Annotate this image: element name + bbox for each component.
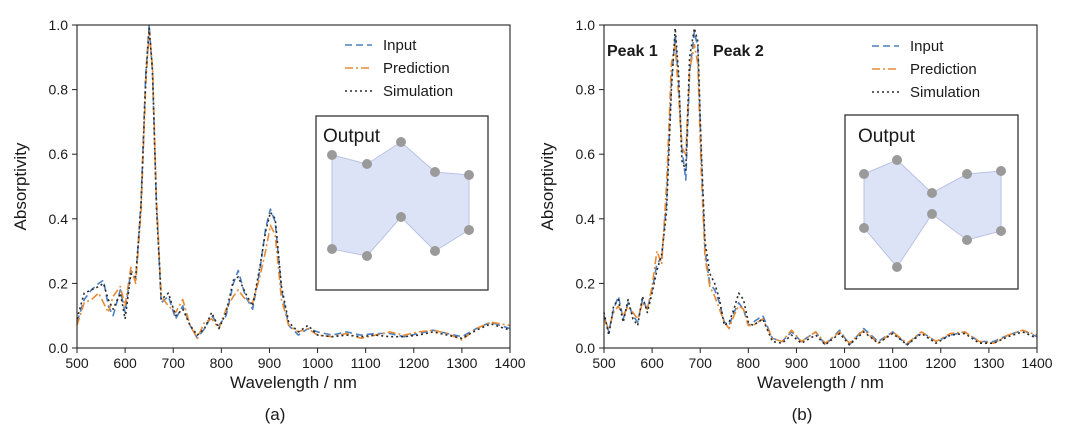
plot-frame [603, 24, 1038, 349]
legend-label-simulation: Simulation [910, 84, 980, 101]
output-inset: Output [844, 114, 1019, 290]
x-tick-label: 1200 [925, 355, 956, 371]
x-axis-label: Wavelength / nm [230, 373, 357, 392]
legend: Input Prediction Simulation [872, 38, 980, 101]
x-tick-label: 1200 [398, 355, 429, 371]
y-tick-label: 0.8 [49, 82, 69, 98]
x-tick-label: 500 [592, 355, 616, 371]
inset-nodes [327, 137, 474, 261]
y-axis-label: Absorptivity [11, 142, 30, 230]
x-tick-label: 700 [689, 355, 713, 371]
x-tick-label: 900 [785, 355, 809, 371]
x-tick-label: 1400 [494, 355, 525, 371]
x-tick-label: 800 [210, 355, 234, 371]
series-group [603, 27, 1038, 346]
series-group [76, 24, 511, 341]
x-axis-label: Wavelength / nm [757, 373, 884, 392]
inset-node [327, 244, 337, 254]
legend: Input Prediction Simulation [345, 37, 453, 100]
x-tick-label: 700 [162, 355, 186, 371]
x-tick-label: 500 [65, 355, 89, 371]
y-axis-label: Absorptivity [538, 142, 557, 230]
inset-label: Output [323, 126, 381, 147]
y-tick-label: 0.2 [576, 275, 596, 291]
legend-label-input: Input [383, 37, 417, 54]
inset-node [464, 170, 474, 180]
inset-node [859, 223, 869, 233]
inset-node [892, 155, 902, 165]
legend-label-prediction: Prediction [910, 61, 977, 78]
y-tick-label: 0.6 [576, 146, 596, 162]
y-tick-label: 0.8 [576, 82, 596, 98]
inset-node [927, 188, 937, 198]
inset-nodes [859, 155, 1006, 272]
y-tick-label: 0.0 [576, 340, 596, 356]
inset-node [362, 159, 372, 169]
x-tick-label: 1100 [878, 355, 908, 371]
x-tick-label: 800 [737, 355, 761, 371]
inset-node [892, 262, 902, 272]
inset-node [362, 251, 372, 261]
legend-label-input: Input [910, 38, 944, 55]
series-simulation [76, 27, 511, 340]
inset-label: Output [858, 126, 916, 147]
inset-node [996, 226, 1006, 236]
y-tick-label: 0.4 [49, 211, 69, 227]
series-simulation [603, 27, 1038, 346]
inset-node [327, 150, 337, 160]
inset-node [996, 166, 1006, 176]
x-tick-label: 1100 [351, 355, 381, 371]
inset-node [430, 246, 440, 256]
panel-b: Peak 1 Peak 2 Output 500 600 700 800 900 1000… [538, 17, 1053, 424]
x-tick-label: 600 [113, 355, 137, 371]
inset-node [464, 225, 474, 235]
panel-a: Output 500 600 700 800 900 1000 1100 1200 1300 14… [11, 17, 526, 424]
series-prediction [76, 30, 511, 341]
y-tick-label: 0.0 [49, 340, 69, 356]
x-tick-label: 1000 [829, 355, 860, 371]
peak-1-label: Peak 1 [607, 43, 658, 60]
x-tick-label: 1000 [302, 355, 333, 371]
inset-node [962, 235, 972, 245]
x-tick-label: 600 [640, 355, 664, 371]
y-tick-label: 0.6 [49, 146, 69, 162]
y-tick-label: 0.2 [49, 275, 69, 291]
legend-label-prediction: Prediction [383, 60, 450, 77]
panel-caption: (b) [792, 405, 813, 424]
inset-node [396, 137, 406, 147]
inset-node [927, 209, 937, 219]
panel-caption: (a) [265, 405, 286, 424]
x-tick-label: 1400 [1021, 355, 1052, 371]
output-inset: Output [315, 115, 489, 291]
inset-node [396, 212, 406, 222]
x-tick-label: 900 [258, 355, 282, 371]
peak-2-label: Peak 2 [713, 43, 764, 60]
x-tick-label: 1300 [973, 355, 1004, 371]
legend-label-simulation: Simulation [383, 83, 453, 100]
inset-node [962, 169, 972, 179]
inset-node [430, 167, 440, 177]
series-prediction [603, 43, 1038, 344]
x-tick-label: 1300 [446, 355, 477, 371]
series-input [76, 24, 511, 340]
y-tick-label: 1.0 [49, 17, 69, 33]
y-tick-label: 1.0 [576, 17, 596, 33]
plot-frame [76, 24, 511, 349]
y-tick-label: 0.4 [576, 211, 596, 227]
inset-node [859, 169, 869, 179]
